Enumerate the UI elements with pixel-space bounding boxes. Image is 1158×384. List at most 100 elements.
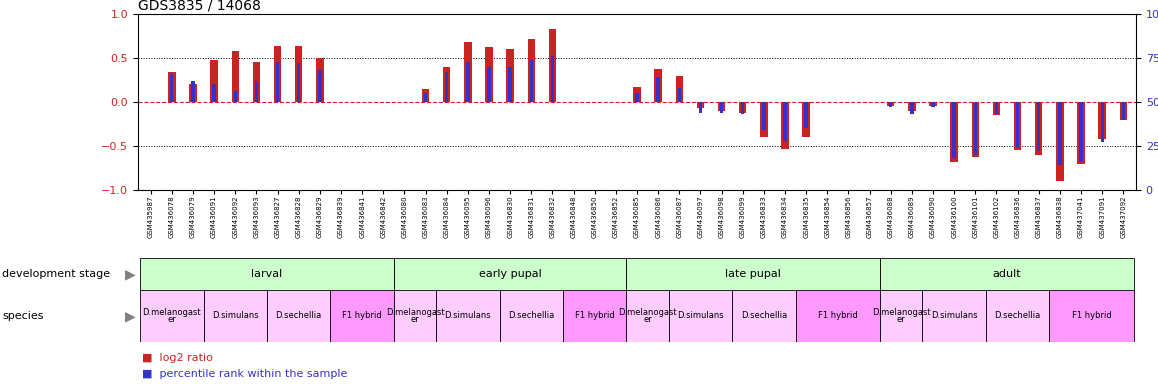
Bar (563, 290, 626, 342)
Bar (1038, 102, 1040, 151)
Bar (732, 290, 796, 342)
Bar (762, 102, 765, 130)
Bar (276, 61, 279, 102)
Text: F1 hybrid: F1 hybrid (343, 311, 382, 321)
Bar (1014, 102, 1021, 151)
Bar (295, 46, 302, 102)
Bar (887, 102, 894, 106)
Bar (330, 290, 394, 342)
Bar (654, 70, 662, 102)
Text: late pupal: late pupal (725, 269, 782, 279)
Text: D.simulans: D.simulans (212, 311, 258, 321)
Text: ▶: ▶ (125, 309, 135, 323)
Bar (255, 81, 258, 102)
Bar (657, 77, 660, 102)
Text: ▶: ▶ (125, 267, 135, 281)
Bar (889, 102, 893, 107)
Bar (232, 51, 239, 102)
Bar (626, 258, 880, 290)
Bar (1049, 290, 1134, 342)
Bar (528, 39, 535, 102)
Bar (170, 74, 174, 102)
Text: D.sechellia: D.sechellia (741, 311, 787, 321)
Bar (485, 48, 492, 102)
Bar (273, 46, 281, 102)
Bar (422, 89, 430, 102)
Bar (424, 93, 427, 102)
Text: ■  percentile rank within the sample: ■ percentile rank within the sample (142, 369, 347, 379)
Bar (394, 258, 626, 290)
Bar (972, 102, 979, 157)
Bar (1122, 102, 1124, 119)
Bar (805, 102, 808, 128)
Bar (464, 42, 471, 102)
Bar (168, 72, 176, 102)
Bar (140, 258, 394, 290)
Bar (626, 290, 668, 342)
Bar (506, 49, 514, 102)
Text: D.melanogast
er: D.melanogast er (386, 308, 445, 324)
Bar (189, 84, 197, 102)
Bar (508, 67, 512, 102)
Bar (718, 102, 725, 111)
Text: larval: larval (251, 269, 283, 279)
Bar (739, 102, 747, 113)
Bar (204, 290, 267, 342)
Bar (930, 102, 937, 106)
Bar (318, 70, 322, 102)
Bar (992, 102, 1001, 115)
Text: ■  log2 ratio: ■ log2 ratio (142, 353, 213, 363)
Text: development stage: development stage (2, 269, 110, 279)
Bar (211, 60, 218, 102)
Bar (298, 63, 300, 102)
Bar (1016, 102, 1019, 148)
Text: F1 hybrid: F1 hybrid (818, 311, 858, 321)
Bar (1035, 102, 1042, 155)
Text: F1 hybrid: F1 hybrid (1071, 311, 1112, 321)
Text: species: species (2, 311, 44, 321)
Text: adult: adult (992, 269, 1021, 279)
Bar (633, 87, 640, 102)
Bar (636, 93, 639, 102)
Text: D.melanogast
er: D.melanogast er (618, 308, 677, 324)
Bar (720, 102, 724, 113)
Bar (951, 102, 958, 162)
Bar (212, 84, 215, 102)
Bar (677, 88, 681, 102)
Bar (140, 290, 204, 342)
Bar (923, 290, 985, 342)
Text: GDS3835 / 14068: GDS3835 / 14068 (138, 0, 261, 13)
Bar (445, 72, 448, 102)
Bar (437, 290, 499, 342)
Bar (444, 67, 450, 102)
Bar (698, 102, 702, 113)
Bar (783, 102, 786, 141)
Bar (234, 91, 237, 102)
Bar (1058, 102, 1062, 166)
Text: D.sechellia: D.sechellia (508, 311, 555, 321)
Bar (675, 76, 683, 102)
Bar (1077, 102, 1085, 164)
Text: F1 hybrid: F1 hybrid (574, 311, 615, 321)
Bar (931, 102, 935, 107)
Bar (549, 29, 556, 102)
Bar (488, 67, 491, 102)
Bar (467, 61, 469, 102)
Bar (1100, 102, 1104, 142)
Bar (551, 56, 554, 102)
Bar (697, 102, 704, 108)
Bar (191, 81, 195, 102)
Bar (1099, 102, 1106, 139)
Bar (316, 58, 323, 102)
Text: D.simulans: D.simulans (445, 311, 491, 321)
Text: D.sechellia: D.sechellia (276, 311, 322, 321)
Bar (741, 102, 745, 114)
Bar (668, 290, 732, 342)
Bar (880, 290, 923, 342)
Bar (985, 290, 1049, 342)
Bar (802, 102, 809, 137)
Bar (529, 60, 533, 102)
Bar (1120, 102, 1127, 119)
Bar (908, 102, 916, 111)
Bar (394, 290, 437, 342)
